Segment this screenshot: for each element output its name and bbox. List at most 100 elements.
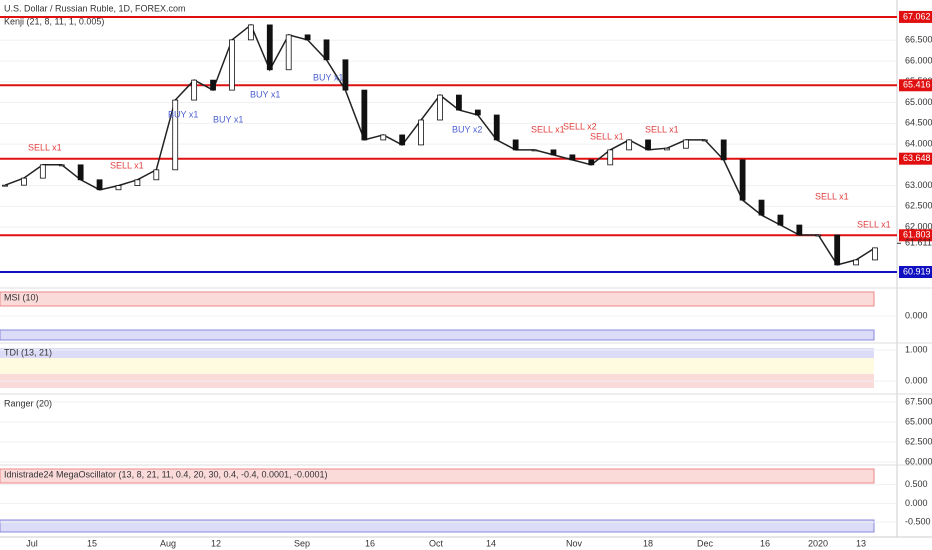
- signal-label: BUY x1: [168, 109, 198, 119]
- signal-label: SELL x1: [815, 191, 849, 201]
- x-tick-label: 2020: [808, 538, 828, 548]
- level-label: 65.416: [903, 80, 931, 90]
- indicator-label: Kenji (21, 8, 11, 1, 0.005): [4, 16, 104, 26]
- level-label: 67.062: [903, 11, 931, 21]
- x-tick-label: Sep: [294, 538, 310, 548]
- x-tick-label: 18: [643, 538, 653, 548]
- x-tick-label: 16: [760, 538, 770, 548]
- candle: [247, 24, 254, 41]
- level-badge: [899, 266, 932, 279]
- y-tick-label: 60.000: [905, 456, 932, 466]
- signal-label: SELL x1: [110, 160, 144, 170]
- candle: [39, 164, 46, 179]
- signal-label: SELL x1: [857, 219, 891, 229]
- candle: [210, 79, 216, 91]
- symbol-title: U.S. Dollar / Russian Ruble, 1D, FOREX.c…: [4, 3, 186, 13]
- y-tick-label: 64.000: [905, 138, 932, 148]
- candle: [550, 149, 557, 156]
- y-tick-label: 63.000: [905, 180, 932, 190]
- signal-label: SELL x1: [645, 124, 679, 134]
- y-tick-label: 66.500: [905, 35, 932, 45]
- candle: [304, 34, 311, 41]
- signal-label: SELL x2: [563, 121, 597, 131]
- panel-title: Ranger (20): [4, 398, 52, 408]
- y-tick-label: 65.000: [905, 97, 932, 107]
- level-badge: [899, 152, 932, 165]
- candle: [266, 24, 273, 71]
- y-tick-label: 0.000: [905, 310, 928, 320]
- band: [0, 291, 875, 307]
- candle: [380, 134, 387, 141]
- x-tick-label: 12: [211, 538, 221, 548]
- band: [0, 468, 875, 484]
- level-label: 63.648: [903, 153, 931, 163]
- y-tick-label: 0.000: [905, 375, 928, 385]
- x-tick-label: Nov: [566, 538, 583, 548]
- candle: [474, 109, 481, 116]
- band: [0, 519, 875, 533]
- y-tick-label: 66.000: [905, 55, 932, 65]
- candle: [739, 159, 746, 201]
- signal-label: SELL x1: [28, 142, 62, 152]
- candle: [285, 34, 292, 71]
- candle: [588, 159, 595, 166]
- band: [0, 329, 875, 341]
- y-tick-label: 62.000: [905, 221, 932, 231]
- candle: [437, 94, 443, 121]
- candle: [682, 139, 689, 149]
- y-tick-label: 0.000: [905, 498, 928, 508]
- candle: [2, 184, 8, 187]
- signal-label: BUY x1: [313, 72, 343, 82]
- candle: [872, 247, 878, 261]
- candle: [815, 234, 822, 237]
- x-tick-label: Dec: [697, 538, 714, 548]
- candle: [96, 179, 103, 191]
- signal-label: BUY x1: [250, 89, 280, 99]
- signal-label: SELL x1: [531, 124, 565, 134]
- candle: [172, 99, 179, 171]
- y-tick-label: 67.500: [905, 396, 932, 406]
- signal-label: BUY x1: [213, 114, 243, 124]
- y-tick-label: 65.000: [905, 416, 932, 426]
- candle: [153, 169, 160, 181]
- panel-title: MSI (10): [4, 292, 39, 302]
- candle: [115, 185, 122, 191]
- candle: [512, 139, 519, 151]
- level-badge: [899, 79, 932, 92]
- candle: [645, 139, 651, 151]
- candle: [777, 214, 784, 226]
- y-tick-label: 1.000: [905, 344, 928, 354]
- y-tick-label: 62.500: [905, 436, 932, 446]
- panel-title: TDI (13, 21): [4, 347, 52, 357]
- x-tick-label: 14: [486, 538, 496, 548]
- band: [0, 358, 874, 374]
- candle: [191, 79, 198, 101]
- candle: [418, 119, 424, 146]
- x-tick-label: Oct: [429, 538, 444, 548]
- x-tick-label: 16: [365, 538, 375, 548]
- y-tick-label: 62.500: [905, 201, 932, 211]
- candle: [58, 164, 65, 167]
- candle: [323, 39, 330, 61]
- candle: [493, 114, 500, 141]
- level-badge: [899, 10, 932, 23]
- x-tick-label: 13: [856, 538, 866, 548]
- candle: [607, 149, 614, 166]
- candle: [21, 177, 27, 186]
- level-label: 60.919: [903, 266, 931, 276]
- x-tick-label: 15: [87, 538, 97, 548]
- x-tick-label: Aug: [160, 538, 176, 548]
- candle: [796, 224, 803, 236]
- candle: [229, 39, 235, 91]
- candle: [853, 259, 859, 266]
- signal-label: SELL x1: [590, 131, 624, 141]
- y-tick-label: -0.500: [905, 517, 931, 527]
- candle: [701, 139, 708, 142]
- candle: [77, 164, 84, 181]
- x-tick-label: Jul: [26, 538, 38, 548]
- candle: [456, 94, 462, 111]
- signal-label: BUY x2: [452, 124, 482, 134]
- candle: [361, 89, 368, 141]
